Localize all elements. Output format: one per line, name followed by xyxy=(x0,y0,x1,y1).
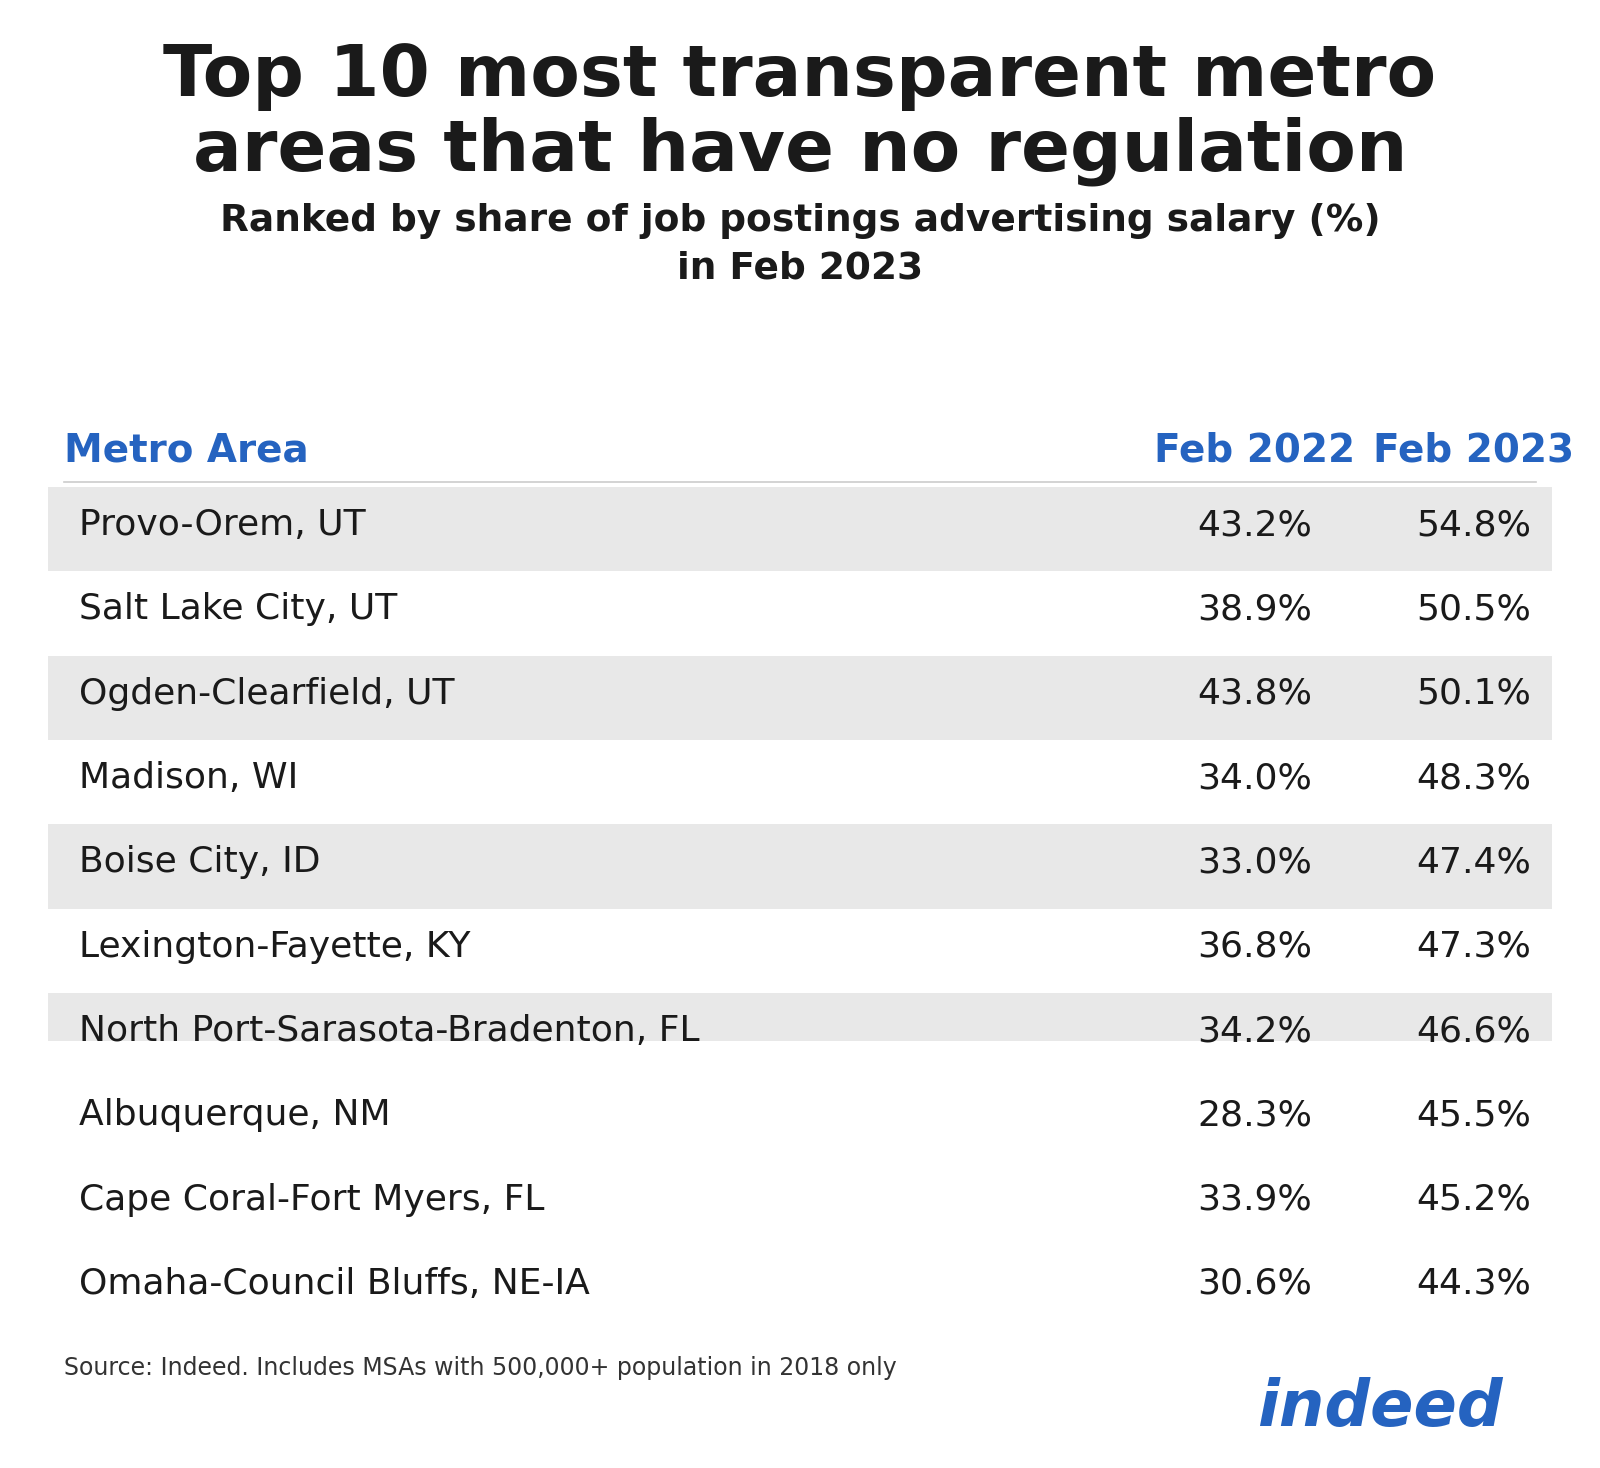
Text: Top 10 most transparent metro: Top 10 most transparent metro xyxy=(163,41,1437,110)
Text: 38.9%: 38.9% xyxy=(1197,593,1312,627)
Text: North Port-Sarasota-Bradenton, FL: North Port-Sarasota-Bradenton, FL xyxy=(80,1014,699,1048)
FancyBboxPatch shape xyxy=(48,571,1552,656)
Text: 50.5%: 50.5% xyxy=(1416,593,1531,627)
Text: Lexington-Fayette, KY: Lexington-Fayette, KY xyxy=(80,929,470,963)
FancyBboxPatch shape xyxy=(48,487,1552,571)
Text: 47.4%: 47.4% xyxy=(1416,846,1531,879)
Text: Omaha-Council Bluffs, NE-IA: Omaha-Council Bluffs, NE-IA xyxy=(80,1267,590,1301)
FancyBboxPatch shape xyxy=(48,740,1552,825)
Text: 43.8%: 43.8% xyxy=(1197,677,1312,711)
Text: Cape Coral-Fort Myers, FL: Cape Coral-Fort Myers, FL xyxy=(80,1183,544,1217)
Text: 50.1%: 50.1% xyxy=(1416,677,1531,711)
Text: Source: Indeed. Includes MSAs with 500,000+ population in 2018 only: Source: Indeed. Includes MSAs with 500,0… xyxy=(64,1356,896,1380)
Text: 45.2%: 45.2% xyxy=(1416,1183,1531,1217)
Text: Feb 2023: Feb 2023 xyxy=(1373,432,1574,470)
Text: Ranked by share of job postings advertising salary (%)
in Feb 2023: Ranked by share of job postings advertis… xyxy=(219,203,1381,286)
Text: Provo-Orem, UT: Provo-Orem, UT xyxy=(80,508,366,542)
Text: Salt Lake City, UT: Salt Lake City, UT xyxy=(80,593,397,627)
Text: Madison, WI: Madison, WI xyxy=(80,760,299,796)
Text: Ogden-Clearfield, UT: Ogden-Clearfield, UT xyxy=(80,677,454,711)
Text: 45.5%: 45.5% xyxy=(1416,1098,1531,1132)
Text: 48.3%: 48.3% xyxy=(1416,760,1531,796)
FancyBboxPatch shape xyxy=(48,1161,1552,1246)
Text: 47.3%: 47.3% xyxy=(1416,929,1531,963)
FancyBboxPatch shape xyxy=(48,656,1552,740)
Text: 54.8%: 54.8% xyxy=(1416,508,1531,542)
Text: 33.0%: 33.0% xyxy=(1197,846,1312,879)
Text: areas that have no regulation: areas that have no regulation xyxy=(194,116,1406,186)
Text: 33.9%: 33.9% xyxy=(1197,1183,1312,1217)
FancyBboxPatch shape xyxy=(48,992,1552,1078)
Text: 28.3%: 28.3% xyxy=(1197,1098,1312,1132)
FancyBboxPatch shape xyxy=(48,909,1552,992)
Text: Metro Area: Metro Area xyxy=(64,432,309,470)
Text: Boise City, ID: Boise City, ID xyxy=(80,846,320,879)
Text: 44.3%: 44.3% xyxy=(1416,1267,1531,1301)
Text: 34.0%: 34.0% xyxy=(1197,760,1312,796)
Text: Feb 2022: Feb 2022 xyxy=(1154,432,1355,470)
Text: Albuquerque, NM: Albuquerque, NM xyxy=(80,1098,390,1132)
FancyBboxPatch shape xyxy=(48,1246,1552,1330)
Text: 46.6%: 46.6% xyxy=(1416,1014,1531,1048)
Text: 36.8%: 36.8% xyxy=(1197,929,1312,963)
Text: 34.2%: 34.2% xyxy=(1197,1014,1312,1048)
Text: indeed: indeed xyxy=(1258,1377,1502,1439)
Text: 43.2%: 43.2% xyxy=(1197,508,1312,542)
Text: 30.6%: 30.6% xyxy=(1197,1267,1312,1301)
FancyBboxPatch shape xyxy=(48,825,1552,909)
FancyBboxPatch shape xyxy=(48,1078,1552,1161)
